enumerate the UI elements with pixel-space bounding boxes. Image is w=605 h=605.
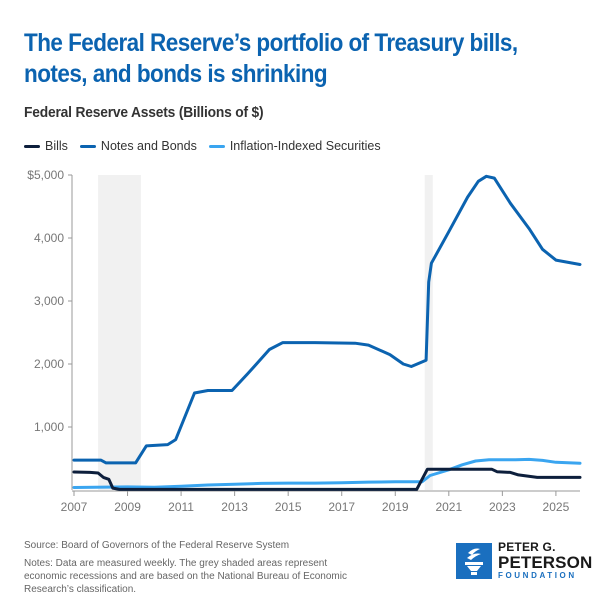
logo-line-2: PETERSON (498, 553, 593, 572)
legend-item-notes-and-bonds: Notes and Bonds (79, 139, 197, 153)
torch-icon (456, 542, 492, 579)
legend-swatch-inflation-indexed (208, 144, 225, 148)
x-tick-label: 2013 (221, 500, 248, 514)
x-tick-label: 2021 (435, 500, 462, 514)
x-tick-label: 2009 (114, 500, 141, 514)
legend-item-inflation-indexed: Inflation-Indexed Securities (208, 139, 381, 153)
recession-band-1 (424, 175, 433, 490)
chart-subtitle: Federal Reserve Assets (Billions of $) (24, 104, 264, 121)
source-note: Source: Board of Governors of the Federa… (24, 540, 290, 551)
series-line-bills (72, 467, 582, 491)
axes: 1,000 2,000 3,000 4,000 $5,000 2007 2009 2011 20… (27, 168, 580, 514)
x-tick-label: 2019 (382, 500, 409, 514)
series-line-inflation-indexed-securities (72, 457, 582, 489)
x-tick-label: 2025 (543, 500, 570, 514)
legend-swatch-notes-and-bonds (79, 144, 96, 148)
recession-band-0 (98, 175, 141, 490)
logo-line-1: PETER G. (498, 540, 556, 554)
line-chart: 1,000 2,000 3,000 4,000 $5,000 2007 2009 2011 20… (27, 168, 582, 514)
legend-item-bills: Bills (24, 139, 68, 153)
legend: Bills Notes and Bonds Inflation-Indexed … (24, 139, 393, 153)
y-tick-label: 3,000 (34, 294, 64, 308)
series-layer (72, 174, 582, 491)
x-tick-label: 2015 (275, 500, 302, 514)
legend-label-inflation-indexed: Inflation-Indexed Securities (229, 139, 381, 153)
x-tick-label: 2017 (328, 500, 355, 514)
notes-text: Notes: Data are measured weekly. The gre… (24, 558, 347, 595)
x-tick-label: 2007 (61, 500, 88, 514)
y-tick-label: 2,000 (34, 357, 64, 371)
peterson-foundation-logo: PETER G. PETERSON FOUNDATION (456, 541, 592, 580)
chart-title: The Federal Reserve’s portfolio of Treas… (24, 29, 518, 88)
legend-label-bills: Bills (45, 139, 68, 153)
recession-shading-layer (98, 175, 433, 490)
y-tick-label: 4,000 (34, 231, 64, 245)
y-tick-label: $5,000 (27, 168, 64, 182)
series-line-notes-and-bonds (72, 174, 582, 465)
x-tick-label: 2023 (489, 500, 516, 514)
y-tick-label: 1,000 (34, 420, 64, 434)
x-tick-label: 2011 (168, 500, 194, 514)
legend-swatch-bills (24, 144, 40, 148)
logo-text: PETER G. PETERSON FOUNDATION (498, 541, 592, 580)
legend-label-notes-and-bonds: Notes and Bonds (100, 139, 197, 153)
logo-line-3: FOUNDATION (498, 571, 577, 580)
